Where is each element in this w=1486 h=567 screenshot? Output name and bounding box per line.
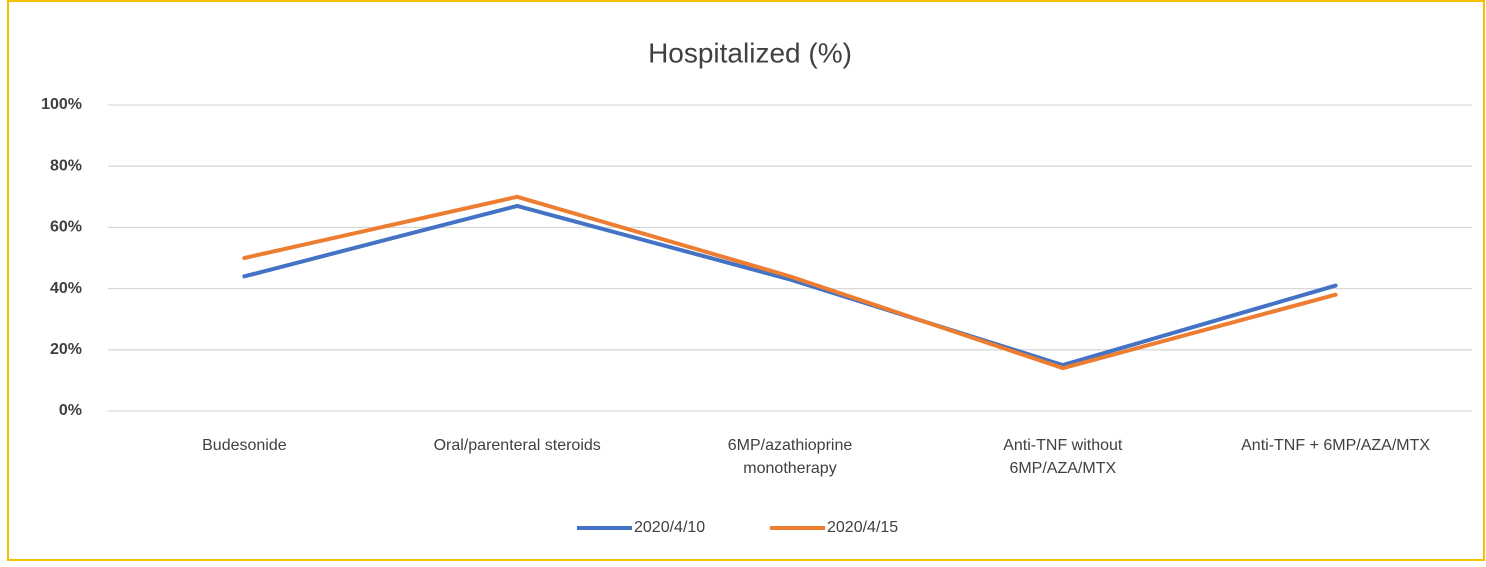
y-tick-label: 80% — [50, 157, 82, 174]
y-tick-label: 0% — [59, 402, 82, 419]
x-tick-label: 6MP/azathioprine monotherapy — [727, 437, 853, 477]
x-tick-label: Budesonide — [202, 437, 287, 454]
x-tick-label: Oral/parenteral steroids — [433, 437, 601, 454]
y-tick-label: 60% — [50, 219, 82, 236]
legend-label: 2020/4/10 — [634, 519, 705, 536]
y-tick-label: 20% — [50, 341, 82, 358]
series-line — [242, 194, 1338, 371]
chart-border — [7, 0, 1485, 561]
y-tick-label: 100% — [41, 96, 82, 113]
x-tick-label: Anti-TNF + 6MP/AZA/MTX — [1241, 437, 1431, 454]
y-tick-label: 40% — [50, 280, 82, 297]
x-tick-label: Anti-TNF without 6MP/AZA/MTX — [1003, 437, 1123, 477]
series-line — [242, 203, 1338, 368]
chart-title: Hospitalized (%) — [648, 37, 852, 68]
legend-label: 2020/4/15 — [827, 519, 898, 536]
